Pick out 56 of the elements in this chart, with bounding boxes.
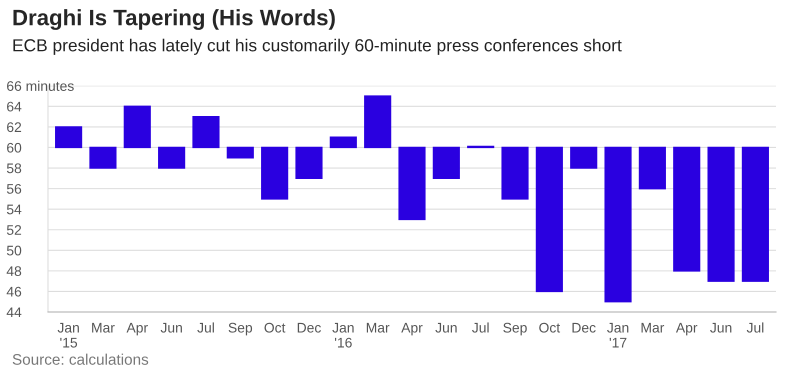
x-tick-label: Mar [92,322,115,333]
y-tick-label: 46 [6,286,22,297]
x-tick-label: Oct [264,322,286,333]
x-tick-label: Jun [710,322,732,333]
y-tick-label: 56 [6,184,22,194]
bar [742,146,769,282]
bar [295,146,323,180]
bar [192,116,220,148]
x-tick-label: Apr [676,322,698,336]
x-tick-label: Jun [160,322,182,333]
x-tick-label: Jan '17 [607,322,628,348]
x-tick-label: Apr [401,322,423,336]
x-tick-label: Apr [126,322,148,336]
x-tick-label: Oct [539,322,560,333]
y-tick-label: 66 minutes [7,80,74,91]
bar [432,146,460,180]
chart-title: Draghi Is Tapering (His Words) [13,9,335,30]
y-tick-label: 50 [6,246,22,256]
x-tick-label: Jun [435,322,457,333]
bar [604,146,632,302]
x-tick-label: Jul [746,322,764,333]
bar [673,146,700,272]
bar [330,136,357,148]
y-tick-label: 44 [6,307,22,318]
chart-subtitle: ECB president has lately cut his customarily 60-minute press conferences short [13,38,622,55]
bar [89,146,117,169]
x-tick-label: Dec [298,322,321,333]
x-tick-label: Mar [642,322,664,333]
x-tick-label: Jan '16 [332,322,354,348]
bar [398,146,426,220]
x-tick-label: Mar [366,322,390,333]
x-tick-label: Jan '15 [58,322,79,348]
bar [261,146,288,200]
x-tick-label: Jul [472,322,489,333]
y-tick-label: 54 [6,204,22,214]
bar [124,106,151,148]
y-tick-label: 58 [6,163,22,174]
bar [638,146,666,190]
bar [501,146,529,200]
bar [158,146,186,169]
x-tick-label: Jul [197,322,214,333]
bar [707,146,735,282]
x-tick-label: Sep [228,322,252,336]
y-tick-label: 48 [6,266,22,276]
bar [226,146,254,158]
y-tick-label: 64 [7,102,22,112]
y-tick-label: 62 [7,122,22,132]
bar [570,146,598,169]
bar [55,126,82,148]
bar [364,95,392,148]
y-tick-label: 52 [6,225,22,235]
source-note: Source: calculations [12,354,148,365]
bar [536,146,563,292]
y-tick-label: 60 [7,142,22,153]
x-tick-label: Dec [572,322,596,333]
x-tick-label: Sep [503,322,527,336]
